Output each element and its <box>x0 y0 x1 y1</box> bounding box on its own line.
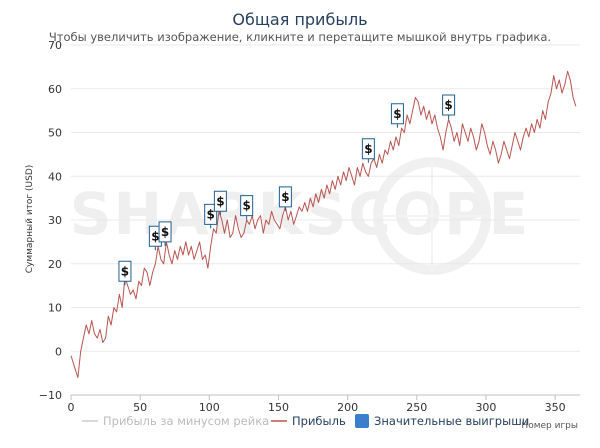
win-marker-label: $ <box>151 229 159 243</box>
win-marker-flag[interactable] <box>204 203 218 225</box>
y-tick-label: 70 <box>48 39 62 52</box>
win-marker-label: $ <box>364 142 372 156</box>
win-marker[interactable]: $ <box>158 221 172 246</box>
x-tick-label: 50 <box>133 401 147 414</box>
win-marker[interactable]: $ <box>442 94 456 119</box>
legend-item[interactable]: Прибыль <box>271 414 346 428</box>
win-marker-flag[interactable] <box>442 94 456 116</box>
y-tick-label: 50 <box>48 127 62 140</box>
x-tick-label: 300 <box>475 401 496 414</box>
win-marker[interactable]: $ <box>390 103 404 128</box>
grid-layer <box>71 44 580 396</box>
win-marker-flag[interactable] <box>390 103 404 125</box>
legend-item[interactable]: Значительные выигрыши <box>355 414 529 428</box>
y-tick-label: 30 <box>48 214 62 227</box>
x-tick-label: 350 <box>545 401 566 414</box>
legend-item[interactable]: Прибыль за минусом рейка <box>82 414 269 428</box>
win-marker-label: $ <box>207 207 215 221</box>
win-marker-flag[interactable] <box>118 260 132 282</box>
win-marker-label: $ <box>281 190 289 204</box>
win-marker-flag[interactable] <box>213 190 227 212</box>
win-marker-flag[interactable] <box>158 221 172 243</box>
x-tick-label: 200 <box>337 401 358 414</box>
win-marker-label: $ <box>444 98 452 112</box>
x-tick-label: 100 <box>199 401 220 414</box>
y-axis-label: Суммарный итог (USD) <box>25 165 35 274</box>
y-tick-label: 0 <box>55 345 62 358</box>
chart-subtitle: Чтобы увеличить изображение, кликните и … <box>49 30 551 44</box>
win-marker-flag[interactable] <box>278 186 292 208</box>
win-marker-flag[interactable] <box>361 138 375 160</box>
legend[interactable]: Прибыль за минусом рейка Прибыль Значитель… <box>82 414 529 428</box>
win-marker[interactable]: $ <box>278 186 292 211</box>
win-marker-label: $ <box>393 107 401 121</box>
markers-layer[interactable]: $$ $$$ $$$$$ <box>118 94 456 286</box>
legend-box-swatch <box>355 414 369 428</box>
x-tick-label: 0 <box>68 401 75 414</box>
win-marker-label: $ <box>121 264 129 278</box>
legend-label: Прибыль за минусом рейка <box>103 414 269 428</box>
win-marker-flag[interactable] <box>240 195 254 217</box>
x-tick-label: 250 <box>406 401 427 414</box>
win-marker-label: $ <box>161 225 169 239</box>
x-tick-label: 150 <box>268 401 289 414</box>
win-marker[interactable]: $ <box>204 203 218 229</box>
y-tick-label: 40 <box>48 170 62 183</box>
series-layer[interactable] <box>70 70 577 378</box>
axes-layer: −10 0 10 20 30 40 50 60 70 0 50 100 150 200 250 300 350 <box>39 39 580 414</box>
watermark-layer: SHARKSCOPE <box>70 157 531 275</box>
win-marker[interactable]: $ <box>240 195 254 220</box>
y-tick-label: −10 <box>39 389 62 402</box>
chart-title: Общая прибыль <box>232 10 367 29</box>
y-tick-label: 10 <box>48 302 62 315</box>
legend-label: Значительные выигрыши <box>374 414 529 428</box>
series-line-profit[interactable] <box>70 70 577 378</box>
legend-label: Прибыль <box>292 414 346 428</box>
x-axis-label: Номер игры <box>521 421 578 431</box>
win-marker-label: $ <box>242 199 250 213</box>
win-marker[interactable]: $ <box>213 190 227 216</box>
win-marker-label: $ <box>216 194 224 208</box>
win-marker[interactable]: $ <box>118 260 132 286</box>
watermark-text: SHARKSCOPE <box>70 180 531 248</box>
y-tick-label: 20 <box>48 258 62 271</box>
y-tick-label: 60 <box>48 83 62 96</box>
win-marker[interactable]: $ <box>361 138 375 163</box>
